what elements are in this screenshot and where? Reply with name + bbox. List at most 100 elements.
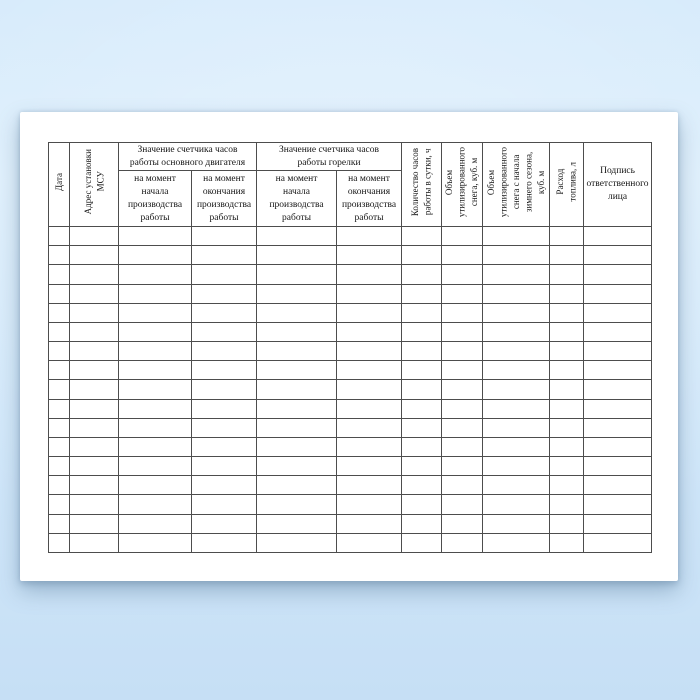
empty-cell — [336, 532, 403, 553]
empty-cell — [401, 532, 443, 553]
table-row — [48, 302, 653, 323]
empty-cell — [583, 245, 653, 266]
empty-cell — [336, 283, 403, 304]
empty-cell — [256, 225, 338, 247]
table-row — [48, 225, 653, 247]
empty-cell — [441, 264, 484, 285]
empty-cell — [190, 245, 258, 266]
empty-cell — [583, 532, 653, 553]
empty-cell — [583, 456, 653, 477]
empty-cell — [256, 245, 338, 266]
empty-cell — [482, 494, 551, 515]
empty-cell — [118, 436, 192, 458]
empty-cell — [48, 302, 70, 323]
col-header-snow-volume: Объем утилизированного снега, куб. м — [441, 142, 484, 227]
empty-cell — [583, 494, 653, 515]
empty-cell — [482, 321, 551, 343]
table-row — [48, 360, 653, 381]
empty-cell — [118, 341, 192, 362]
empty-cell — [401, 225, 443, 247]
empty-cell — [190, 532, 258, 553]
empty-cell — [441, 341, 484, 362]
empty-cell — [401, 494, 443, 515]
empty-cell — [549, 264, 585, 285]
empty-cell — [256, 532, 338, 553]
empty-cell — [401, 436, 443, 458]
empty-cell — [549, 436, 585, 458]
table-row — [48, 417, 653, 438]
empty-cell — [549, 341, 585, 362]
empty-cell — [48, 264, 70, 285]
empty-cell — [336, 302, 403, 323]
empty-cell — [482, 264, 551, 285]
empty-cell — [69, 283, 119, 304]
table-row — [48, 283, 653, 304]
empty-cell — [441, 456, 484, 477]
empty-cell — [69, 245, 119, 266]
empty-cell — [401, 475, 443, 496]
col-header-msu-address-label: Адрес установки МСУ — [82, 149, 106, 215]
empty-cell — [118, 264, 192, 285]
empty-cell — [441, 321, 484, 343]
empty-cell — [69, 379, 119, 400]
empty-cell — [48, 398, 70, 419]
empty-cell — [482, 513, 551, 534]
empty-cell — [190, 456, 258, 477]
empty-cell — [583, 475, 653, 496]
empty-cell — [583, 264, 653, 285]
empty-cell — [48, 245, 70, 266]
col-subheader-burner-end: на момент окончания производства работы — [336, 170, 403, 227]
empty-cell — [583, 321, 653, 343]
empty-cell — [190, 436, 258, 458]
empty-cell — [482, 417, 551, 438]
empty-cell — [401, 245, 443, 266]
col-header-hours-per-day-label: Количество часов работы в сутки, ч — [410, 147, 433, 217]
empty-cell — [441, 494, 484, 515]
empty-cell — [401, 302, 443, 323]
empty-cell — [583, 302, 653, 323]
empty-cell — [583, 436, 653, 458]
empty-cell — [48, 494, 70, 515]
table-row — [48, 436, 653, 458]
empty-cell — [336, 417, 403, 438]
empty-cell — [118, 513, 192, 534]
table-row — [48, 456, 653, 477]
empty-cell — [48, 321, 70, 343]
empty-cell — [190, 494, 258, 515]
empty-cell — [549, 379, 585, 400]
empty-cell — [583, 398, 653, 419]
empty-cell — [336, 494, 403, 515]
empty-cell — [583, 513, 653, 534]
col-subheader-engine-end: на момент окончания производства работы — [190, 170, 258, 227]
empty-cell — [336, 360, 403, 381]
empty-cell — [69, 532, 119, 553]
empty-cell — [549, 245, 585, 266]
empty-cell — [118, 494, 192, 515]
col-group-burner-counter: Значение счетчика часов работы горелки — [256, 142, 403, 171]
empty-cell — [441, 283, 484, 304]
empty-cell — [69, 264, 119, 285]
empty-cell — [48, 341, 70, 362]
table-row — [48, 475, 653, 496]
empty-cell — [256, 513, 338, 534]
snow-melt-log-table: Дата Адрес установки МСУ Значение счетчи… — [48, 142, 653, 553]
empty-cell — [48, 379, 70, 400]
empty-cell — [190, 341, 258, 362]
table-row — [48, 321, 653, 343]
empty-cell — [336, 398, 403, 419]
empty-cell — [583, 379, 653, 400]
empty-cell — [190, 321, 258, 343]
empty-cell — [482, 398, 551, 419]
empty-cell — [118, 283, 192, 304]
empty-cell — [336, 245, 403, 266]
empty-cell — [401, 398, 443, 419]
empty-cell — [549, 302, 585, 323]
empty-cell — [549, 513, 585, 534]
col-header-snow-volume-label: Объем утилизированного снега, куб. м — [444, 146, 480, 218]
empty-cell — [401, 379, 443, 400]
empty-cell — [336, 225, 403, 247]
empty-cell — [190, 475, 258, 496]
empty-cell — [441, 379, 484, 400]
empty-cell — [256, 456, 338, 477]
table-row — [48, 245, 653, 266]
